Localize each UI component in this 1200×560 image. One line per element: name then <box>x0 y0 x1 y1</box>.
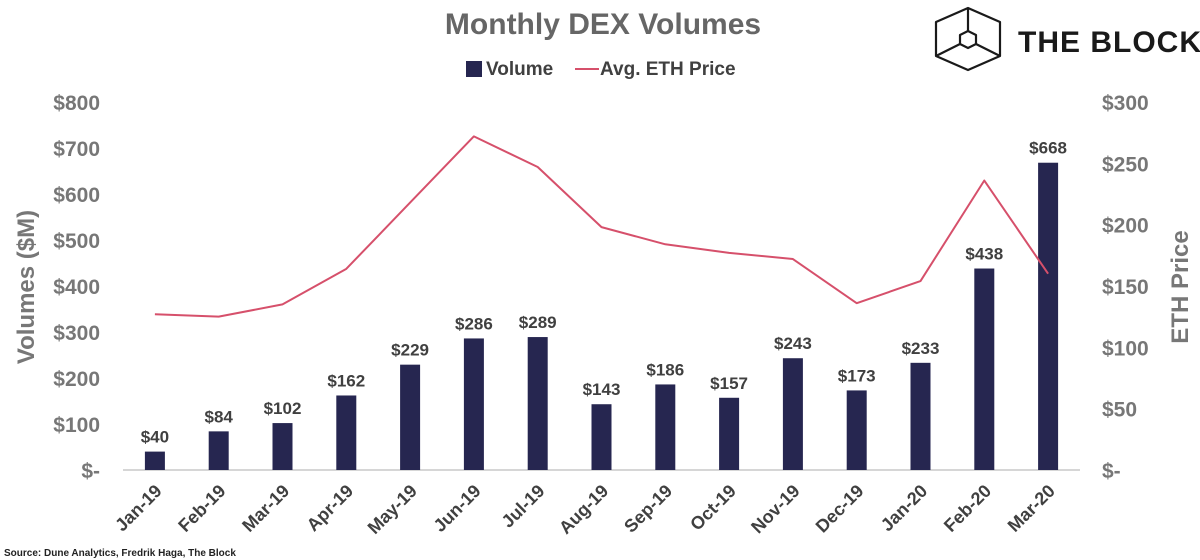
y-tick-left: $700 <box>53 138 100 161</box>
x-tick-label: Feb-20 <box>940 481 995 536</box>
y-axis-title-right: ETH Price <box>1167 230 1194 343</box>
bar-nov-19 <box>782 358 803 470</box>
bar-oct-19 <box>719 397 740 470</box>
y-tick-right: $300 <box>1102 92 1149 115</box>
y-axis-title-left: Volumes ($M) <box>13 210 40 364</box>
data-label: $289 <box>519 313 557 332</box>
eth-price-line <box>154 135 1049 318</box>
legend-volume-swatch <box>466 61 482 77</box>
x-tick-label: Jul-19 <box>498 481 549 532</box>
data-label: $243 <box>774 334 812 353</box>
x-tick-label: Jun-19 <box>430 481 485 536</box>
y-tick-left: $600 <box>53 184 100 207</box>
data-label: $286 <box>455 314 493 333</box>
legend: Volume Avg. ETH Price <box>466 59 736 80</box>
bar-mar-19 <box>272 423 293 470</box>
y-tick-right: $200 <box>1102 215 1149 238</box>
data-label: $233 <box>902 339 940 358</box>
bar-mar-20 <box>1038 162 1059 470</box>
x-tick-label: Mar-19 <box>238 481 293 536</box>
bar-jun-19 <box>463 338 484 470</box>
data-label: $173 <box>838 366 876 385</box>
legend-eth-label: Avg. ETH Price <box>600 59 736 80</box>
data-label: $668 <box>1029 139 1067 158</box>
y-tick-right: $- <box>1102 460 1121 483</box>
cube-icon <box>934 6 1002 72</box>
bar-may-19 <box>400 364 421 470</box>
y-tick-left: $500 <box>53 230 100 253</box>
y-tick-right: $100 <box>1102 337 1149 360</box>
bar-sep-19 <box>655 384 676 470</box>
x-tick-label: Jan-20 <box>877 481 931 535</box>
x-tick-label: Aug-19 <box>555 481 612 538</box>
data-label: $438 <box>965 245 1003 264</box>
x-tick-label: Sep-19 <box>620 481 676 537</box>
bar-feb-20 <box>974 268 995 470</box>
data-label: $40 <box>141 428 169 447</box>
source-note: Source: Dune Analytics, Fredrik Haga, Th… <box>4 548 236 559</box>
legend-volume-label: Volume <box>486 59 553 80</box>
data-label: $102 <box>264 399 302 418</box>
y-tick-left: $300 <box>53 322 100 345</box>
x-tick-label: Mar-20 <box>1004 481 1059 536</box>
y-tick-left: $800 <box>53 92 100 115</box>
x-tick-label: Feb-19 <box>174 481 229 536</box>
logo-text: THE BLOCK <box>1018 26 1200 59</box>
data-label: $143 <box>583 380 621 399</box>
x-tick-label: May-19 <box>364 481 421 538</box>
y-tick-left: $- <box>81 460 100 483</box>
data-label: $84 <box>205 407 234 426</box>
the-block-logo: THE BLOCK <box>934 6 1200 72</box>
data-label: $229 <box>391 341 429 360</box>
chart-title: Monthly DEX Volumes <box>445 8 761 41</box>
y-tick-left: $200 <box>53 368 100 391</box>
y-tick-right: $50 <box>1102 399 1137 422</box>
x-tick-label: Apr-19 <box>303 481 357 535</box>
y-tick-right: $250 <box>1102 153 1149 176</box>
y-tick-left: $400 <box>53 276 100 299</box>
x-tick-label: Jan-19 <box>111 481 165 535</box>
bar-dec-19 <box>846 390 867 470</box>
data-label: $186 <box>646 360 684 379</box>
plot-area: $- $100 $200 $300 $400 $500 $600 $700 $800 $- $50 $… <box>53 92 1148 538</box>
bar-feb-19 <box>208 431 229 470</box>
bar-aug-19 <box>591 404 612 470</box>
y-tick-right: $150 <box>1102 276 1149 299</box>
x-tick-label: Dec-19 <box>812 481 868 537</box>
bar-jan-20 <box>910 362 931 470</box>
x-tick-label: Nov-19 <box>747 481 804 538</box>
x-tick-label: Oct-19 <box>686 481 740 535</box>
bar-jul-19 <box>527 337 548 470</box>
bar-jan-19 <box>144 451 165 470</box>
bar-apr-19 <box>336 395 357 470</box>
data-label: $157 <box>710 374 748 393</box>
data-label: $162 <box>327 371 365 390</box>
y-tick-left: $100 <box>53 414 100 437</box>
